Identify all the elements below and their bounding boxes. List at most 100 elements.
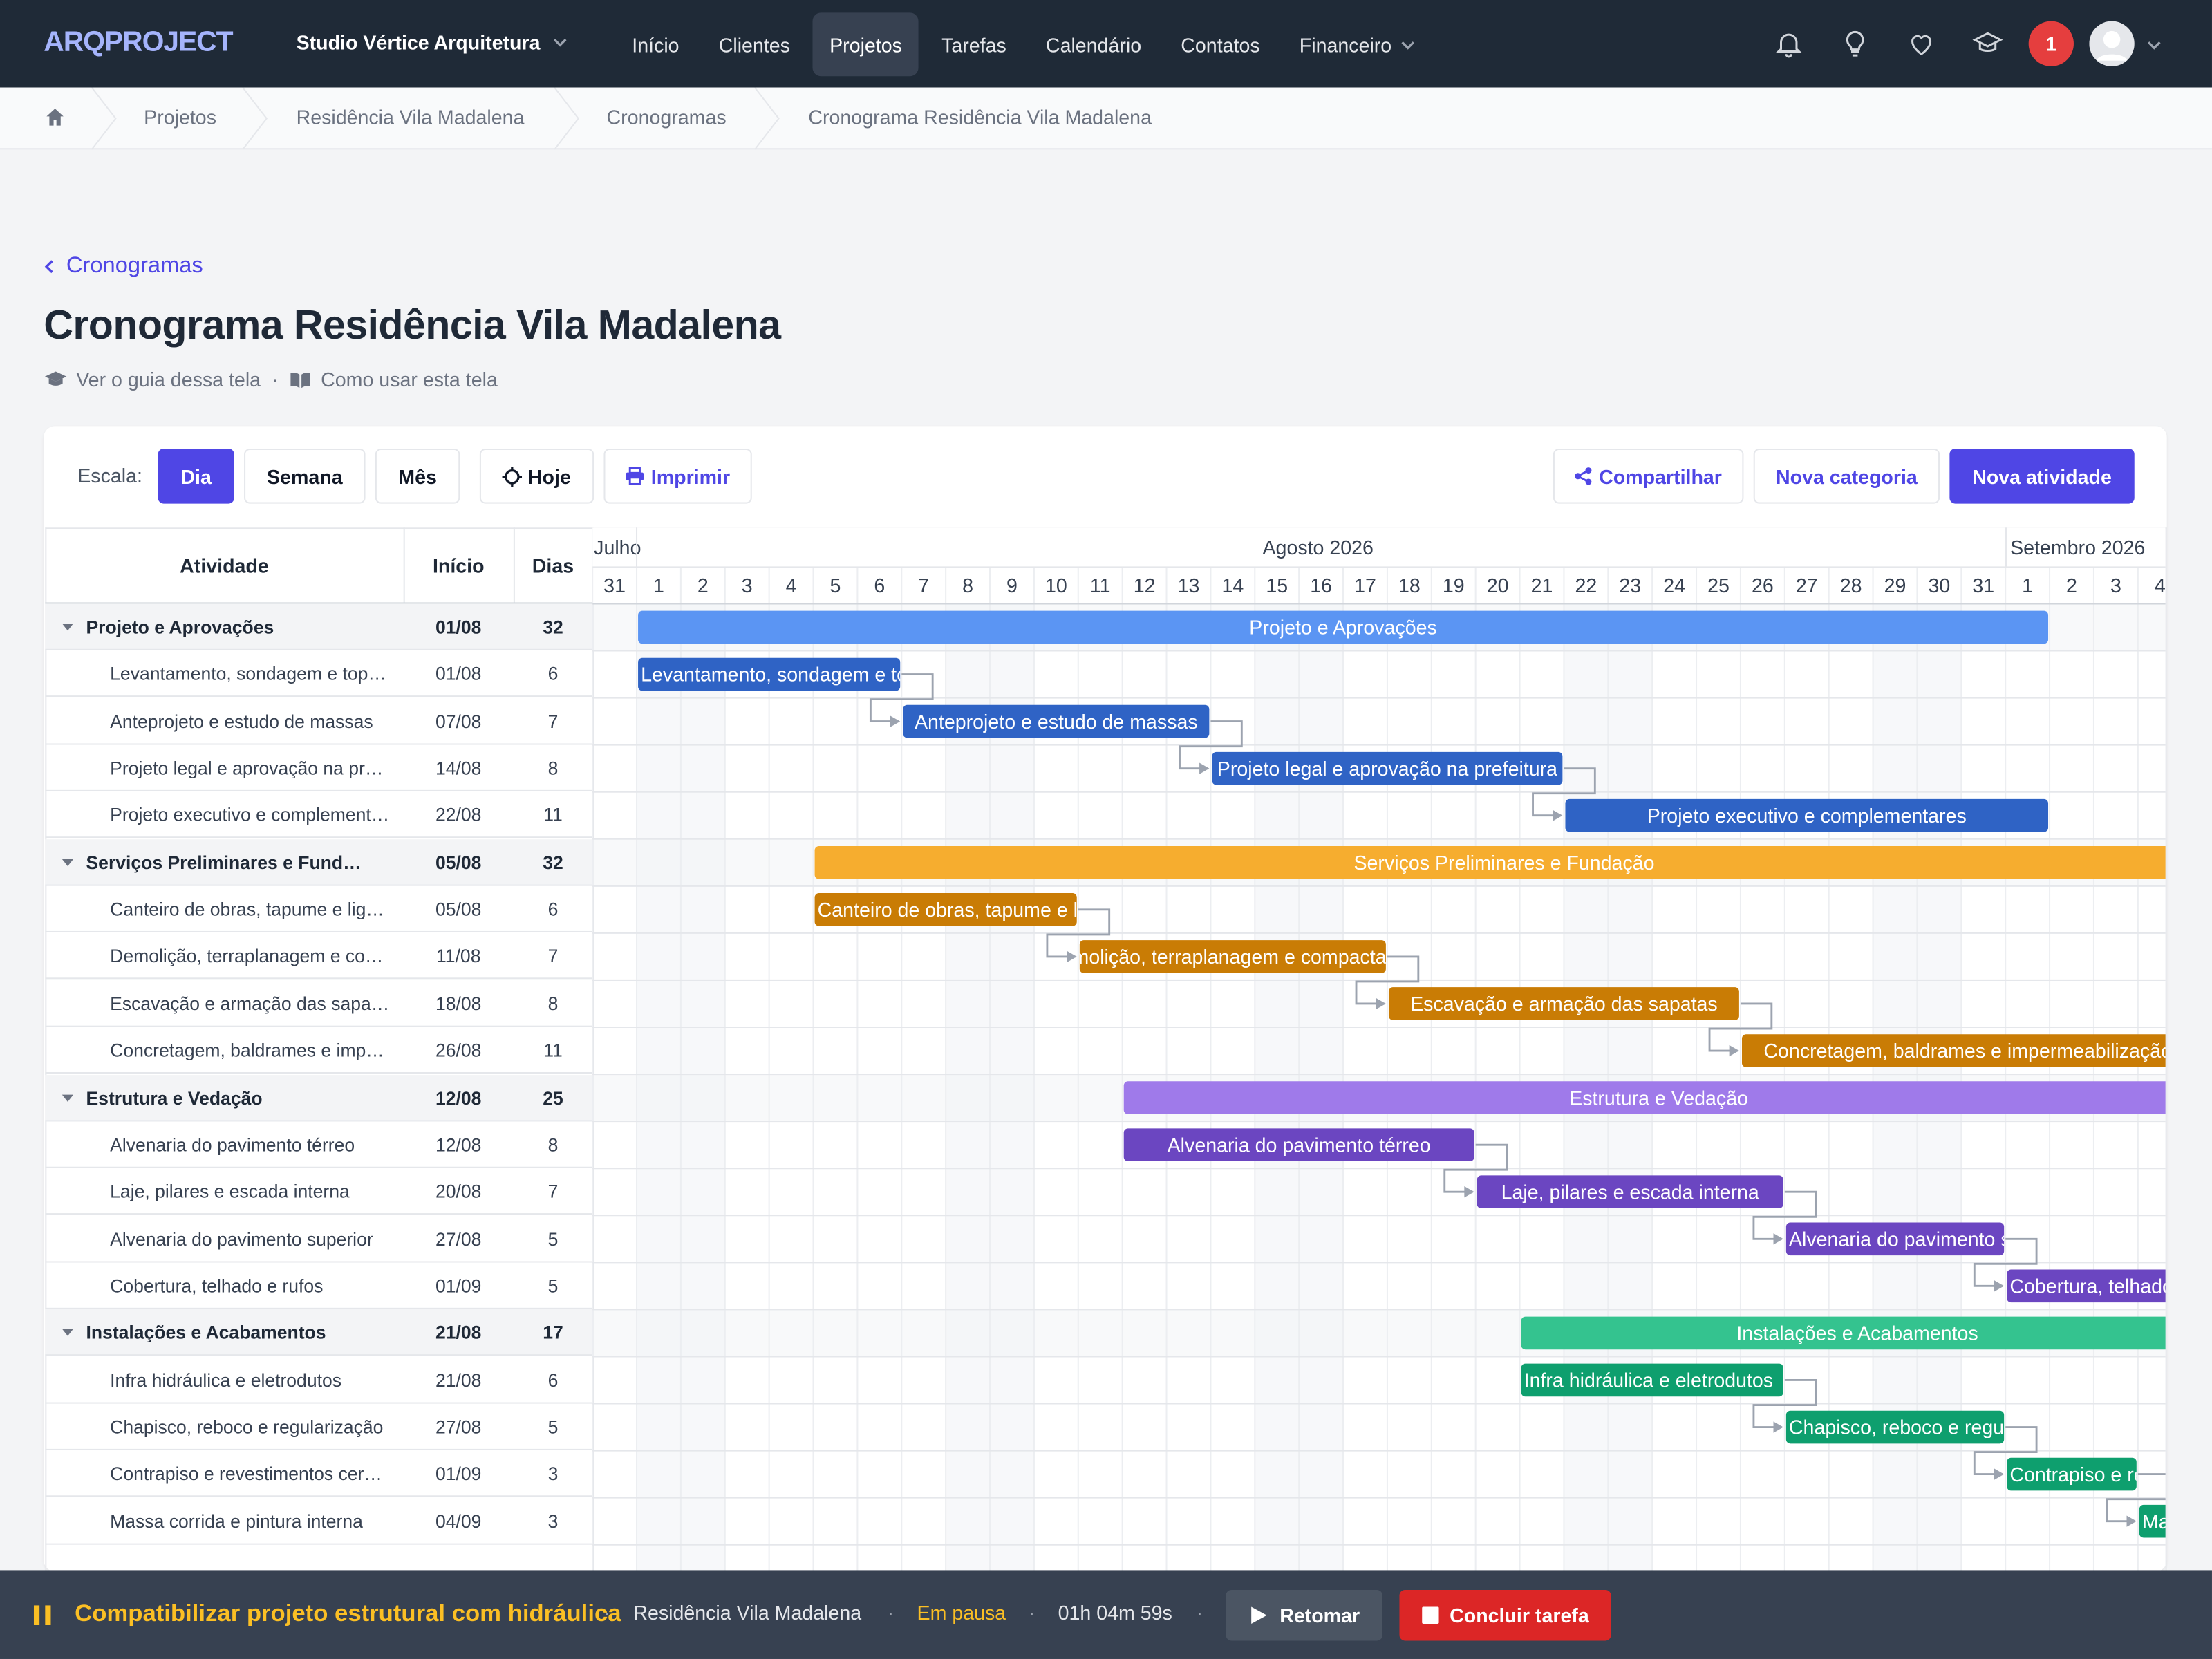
- breadcrumb-project[interactable]: Residência Vila Madalena: [296, 106, 525, 129]
- user-avatar[interactable]: [2089, 21, 2135, 66]
- task-bar[interactable]: Demolição, terraplanagem e compactação: [1047, 940, 1418, 973]
- table-row[interactable]: Massa corrida e pintura interna 04/09 3: [45, 1498, 593, 1544]
- table-row[interactable]: Escavação e armação das sapatas 18/08 8: [45, 980, 593, 1027]
- task-bar[interactable]: Canteiro de obras, tapume e ligações pro…: [814, 893, 1247, 926]
- new-category-button[interactable]: Nova categoria: [1753, 448, 1940, 504]
- nav-item-5[interactable]: Contatos: [1164, 12, 1277, 76]
- home-icon[interactable]: [45, 107, 65, 127]
- today-button[interactable]: Hoje: [479, 448, 594, 504]
- activity-name: Concretagem, baldrames e impermeabilizaç…: [110, 1040, 392, 1061]
- task-bar[interactable]: Cobertura, telhado e rufos: [2007, 1269, 2166, 1303]
- day-label: 31: [1972, 575, 1994, 597]
- table-row[interactable]: Cobertura, telhado e rufos 01/09 5: [45, 1262, 593, 1309]
- table-row[interactable]: Contrapiso e revestimentos cerâmicos 01/0…: [45, 1451, 593, 1497]
- table-row[interactable]: Laje, pilares e escada interna 20/08 7: [45, 1168, 593, 1215]
- table-row[interactable]: Chapisco, reboco e regularização 27/08 5: [45, 1403, 593, 1450]
- app-logo[interactable]: ARQPROJECT: [44, 26, 233, 58]
- dependency-arrow: [2106, 1473, 2166, 1523]
- task-bar[interactable]: Concretagem, baldrames e impermeabilizaç…: [1741, 1034, 2166, 1067]
- category-bar[interactable]: Serviços Preliminares e Fundação: [814, 845, 2166, 879]
- back-link[interactable]: Cronogramas: [44, 254, 203, 279]
- column-header-start[interactable]: Início: [432, 554, 485, 577]
- task-bar[interactable]: Levantamento, sondagem e topografia: [638, 657, 979, 691]
- new-activity-button[interactable]: Nova atividade: [1949, 448, 2135, 504]
- task-bar[interactable]: Contrapiso e revestimentos cerâmicos: [2007, 1457, 2165, 1491]
- user-menu-chevron-icon[interactable]: [2146, 37, 2162, 53]
- collapse-caret-icon[interactable]: [62, 1329, 74, 1337]
- nav-item-1[interactable]: Clientes: [702, 12, 807, 76]
- category-row[interactable]: Instalações e Acabamentos 21/08 17: [45, 1309, 593, 1356]
- month-label: Julho: [594, 537, 641, 559]
- collapse-caret-icon[interactable]: [62, 859, 74, 866]
- timer-task-name[interactable]: Compatibilizar projeto estrutural com hi…: [75, 1600, 621, 1627]
- task-bar[interactable]: Infra hidráulica e eletrodutos: [1521, 1363, 1783, 1397]
- activity-start: 12/08: [435, 1134, 482, 1156]
- day-label: 17: [1354, 575, 1376, 597]
- nav-item-3[interactable]: Tarefas: [925, 12, 1024, 76]
- bell-icon[interactable]: [1772, 27, 1806, 61]
- table-row[interactable]: Alvenaria do pavimento superior 27/08 5: [45, 1215, 593, 1262]
- task-bar[interactable]: Alvenaria do pavimento superior: [1785, 1222, 2072, 1256]
- nav-item-0[interactable]: Início: [615, 12, 696, 76]
- table-row[interactable]: Alvenaria do pavimento térreo 12/08 8: [45, 1121, 593, 1168]
- bar-label: Alvenaria do pavimento térreo: [1168, 1134, 1431, 1156]
- table-row[interactable]: Projeto executivo e complementares 22/08 1…: [45, 792, 593, 839]
- table-row[interactable]: Projeto legal e aprovação na prefeitura 1…: [45, 745, 593, 791]
- table-row[interactable]: Concretagem, baldrames e impermeabilizaç…: [45, 1027, 593, 1074]
- finish-task-button[interactable]: Concluir tarefa: [1399, 1589, 1611, 1641]
- column-header-activity[interactable]: Atividade: [180, 554, 269, 577]
- task-bar[interactable]: Chapisco, reboco e regularização: [1785, 1410, 2083, 1444]
- nav-item-6[interactable]: Financeiro: [1282, 12, 1434, 76]
- category-row[interactable]: Projeto e Aprovações 01/08 32: [45, 603, 593, 650]
- table-row[interactable]: Canteiro de obras, tapume e ligações pro…: [45, 886, 593, 933]
- task-bar[interactable]: Laje, pilares e escada interna: [1477, 1175, 1783, 1209]
- heart-icon[interactable]: [1904, 27, 1938, 61]
- howto-link[interactable]: Como usar esta tela: [321, 368, 498, 391]
- day-label: 4: [2155, 575, 2166, 597]
- pause-icon[interactable]: [32, 1604, 53, 1627]
- guide-link[interactable]: Ver o guia dessa tela: [76, 368, 261, 391]
- category-row[interactable]: Estrutura e Vedação 12/08 25: [45, 1074, 593, 1121]
- breadcrumb-cronogramas[interactable]: Cronogramas: [606, 106, 727, 129]
- timer-project[interactable]: Residência Vila Madalena: [633, 1601, 862, 1624]
- breadcrumb-projetos[interactable]: Projetos: [144, 106, 216, 129]
- category-row[interactable]: Serviços Preliminares e Fundação 05/08 32: [45, 838, 593, 886]
- task-bar[interactable]: Massa corrida e pintura interna: [2139, 1504, 2166, 1538]
- print-button[interactable]: Imprimir: [603, 448, 752, 504]
- task-bar[interactable]: Anteprojeto e estudo de massas: [903, 704, 1210, 738]
- task-bar[interactable]: Alvenaria do pavimento térreo: [1123, 1128, 1474, 1161]
- notification-badge[interactable]: 1: [2028, 21, 2074, 66]
- scale-month-button[interactable]: Mês: [375, 448, 460, 504]
- dependency-arrow: [1973, 1237, 2038, 1287]
- nav-item-2[interactable]: Projetos: [812, 12, 919, 77]
- activity-name: Projeto legal e aprovação na prefeitura: [110, 758, 392, 779]
- category-bar[interactable]: Projeto e Aprovações: [638, 610, 2049, 644]
- scale-week-button[interactable]: Semana: [244, 448, 366, 504]
- scale-day-button[interactable]: Dia: [158, 448, 234, 504]
- task-bar[interactable]: Projeto executivo e complementares: [1565, 798, 2049, 832]
- column-header-days[interactable]: Dias: [532, 554, 574, 577]
- activity-start: 07/08: [435, 710, 482, 732]
- nav-item-4[interactable]: Calendário: [1029, 12, 1158, 76]
- collapse-caret-icon[interactable]: [62, 1094, 74, 1101]
- table-row[interactable]: Demolição, terraplanagem e compactação 11…: [45, 933, 593, 980]
- table-row[interactable]: Anteprojeto e estudo de massas 07/08 7: [45, 698, 593, 744]
- task-bar[interactable]: Projeto legal e aprovação na prefeitura: [1212, 751, 1563, 785]
- day-label: 2: [2066, 575, 2077, 597]
- share-button[interactable]: Compartilhar: [1553, 448, 1744, 504]
- resume-button[interactable]: Retomar: [1226, 1589, 1382, 1641]
- category-bar[interactable]: Estrutura e Vedação: [1123, 1081, 2166, 1114]
- table-row[interactable]: Levantamento, sondagem e topografia 01/08…: [45, 651, 593, 697]
- collapse-caret-icon[interactable]: [62, 624, 74, 631]
- bar-label: Massa corrida e pintura interna: [2142, 1511, 2166, 1533]
- lightbulb-icon[interactable]: [1838, 27, 1872, 61]
- company-switcher[interactable]: Studio Vértice Arquitetura: [297, 31, 569, 54]
- day-label: 22: [1575, 575, 1597, 597]
- table-row[interactable]: Infra hidráulica e eletrodutos 21/08 6: [45, 1356, 593, 1403]
- day-label: 28: [1840, 575, 1862, 597]
- task-bar[interactable]: Escavação e armação das sapatas: [1388, 987, 1739, 1020]
- nav-item-label: Calendário: [1045, 32, 1142, 56]
- category-bar[interactable]: Instalações e Acabamentos: [1521, 1316, 2166, 1350]
- activity-start: 01/09: [435, 1463, 482, 1485]
- graduation-cap-icon[interactable]: [1971, 27, 2005, 61]
